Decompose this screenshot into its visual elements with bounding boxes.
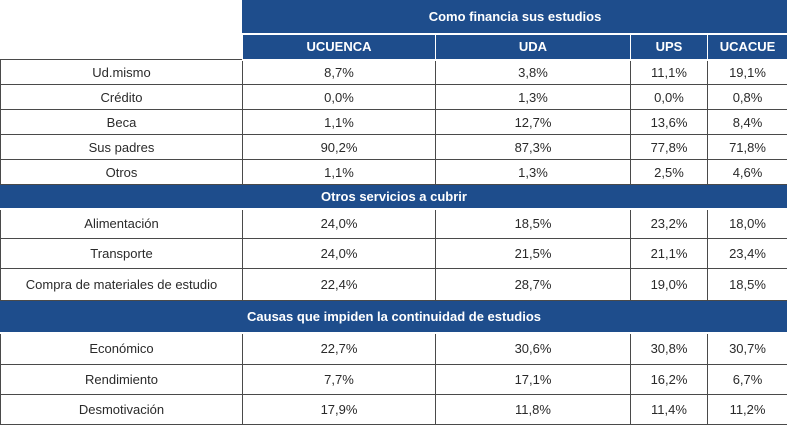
cell-ucacue: 4,6% [706, 159, 787, 185]
cell-uda: 1,3% [435, 159, 631, 185]
cell-ucacue: 30,7% [706, 332, 787, 365]
section-header-row: Causas que impiden la continuidad de est… [0, 300, 787, 334]
cell-ups: 21,1% [630, 238, 708, 269]
table-row: Compra de materiales de estudio 22,4% 28… [0, 268, 787, 301]
cell-ucuenca: 7,7% [242, 364, 436, 395]
cell-ucacue: 71,8% [706, 134, 787, 160]
row-label: Sus padres [0, 134, 243, 160]
row-label: Compra de materiales de estudio [0, 268, 243, 301]
cell-ucuenca: 1,1% [242, 109, 436, 135]
column-header-row: UCUENCA UDA UPS UCACUE [1, 33, 787, 61]
cell-ucacue: 0,8% [706, 84, 787, 110]
table-row: Sus padres 90,2% 87,3% 77,8% 71,8% [0, 134, 787, 160]
cell-ups: 16,2% [630, 364, 708, 395]
cell-ups: 30,8% [630, 332, 708, 365]
cell-uda: 11,8% [435, 394, 631, 425]
table-row: Rendimiento 7,7% 17,1% 16,2% 6,7% [0, 364, 787, 395]
row-label: Desmotivación [0, 394, 243, 425]
cell-uda: 1,3% [435, 84, 631, 110]
table-title: Como financia sus estudios [241, 0, 787, 35]
title-row: Como financia sus estudios [0, 0, 787, 60]
table-row: Alimentación 24,0% 18,5% 23,2% 18,0% [0, 208, 787, 239]
cell-ucuenca: 90,2% [242, 134, 436, 160]
cell-ups: 11,4% [630, 394, 708, 425]
table-row: Ud.mismo 8,7% 3,8% 11,1% 19,1% [0, 59, 787, 85]
table-row: Transporte 24,0% 21,5% 21,1% 23,4% [0, 238, 787, 269]
cell-ups: 19,0% [630, 268, 708, 301]
cell-ucacue: 18,0% [706, 208, 787, 239]
row-label: Rendimiento [0, 364, 243, 395]
cell-uda: 17,1% [435, 364, 631, 395]
cell-uda: 28,7% [435, 268, 631, 301]
cell-ucuenca: 0,0% [242, 84, 436, 110]
row-label: Económico [0, 332, 243, 365]
cell-ucuenca: 17,9% [242, 394, 436, 425]
cell-ucacue: 11,2% [706, 394, 787, 425]
row-label: Alimentación [0, 208, 243, 239]
cell-ucacue: 8,4% [706, 109, 787, 135]
cell-ups: 0,0% [630, 84, 708, 110]
cell-ucacue: 18,5% [706, 268, 787, 301]
row-label: Transporte [0, 238, 243, 269]
row-label: Beca [0, 109, 243, 135]
column-header-uda: UDA [435, 33, 631, 61]
table-row: Beca 1,1% 12,7% 13,6% 8,4% [0, 109, 787, 135]
cell-ucacue: 23,4% [706, 238, 787, 269]
cell-ups: 77,8% [630, 134, 708, 160]
row-label: Otros [0, 159, 243, 185]
cell-ucuenca: 22,7% [242, 332, 436, 365]
column-header-ucuenca: UCUENCA [242, 33, 436, 61]
corner-blank-cell [0, 0, 243, 60]
row-label: Crédito [0, 84, 243, 110]
cell-ucacue: 6,7% [706, 364, 787, 395]
section-title-causas: Causas que impiden la continuidad de est… [0, 300, 787, 334]
cell-ucuenca: 24,0% [242, 208, 436, 239]
section-title-otros-servicios: Otros servicios a cubrir [0, 184, 787, 210]
cell-uda: 21,5% [435, 238, 631, 269]
cell-uda: 30,6% [435, 332, 631, 365]
column-header-ups: UPS [630, 33, 708, 61]
cell-uda: 12,7% [435, 109, 631, 135]
cell-ucuenca: 8,7% [242, 59, 436, 85]
cell-ucuenca: 22,4% [242, 268, 436, 301]
row-label: Ud.mismo [0, 59, 243, 85]
table-row: Económico 22,7% 30,6% 30,8% 30,7% [0, 332, 787, 365]
cell-uda: 3,8% [435, 59, 631, 85]
cell-uda: 87,3% [435, 134, 631, 160]
cell-ups: 11,1% [630, 59, 708, 85]
cell-ups: 2,5% [630, 159, 708, 185]
table-row: Crédito 0,0% 1,3% 0,0% 0,8% [0, 84, 787, 110]
cell-ucacue: 19,1% [706, 59, 787, 85]
cell-ups: 23,2% [630, 208, 708, 239]
cell-ucuenca: 1,1% [242, 159, 436, 185]
cell-uda: 18,5% [435, 208, 631, 239]
cell-ups: 13,6% [630, 109, 708, 135]
column-header-ucacue: UCACUE [706, 33, 787, 61]
table-row: Otros 1,1% 1,3% 2,5% 4,6% [0, 159, 787, 185]
cell-ucuenca: 24,0% [242, 238, 436, 269]
table-row: Desmotivación 17,9% 11,8% 11,4% 11,2% [0, 394, 787, 425]
section-header-row: Otros servicios a cubrir [0, 184, 787, 210]
